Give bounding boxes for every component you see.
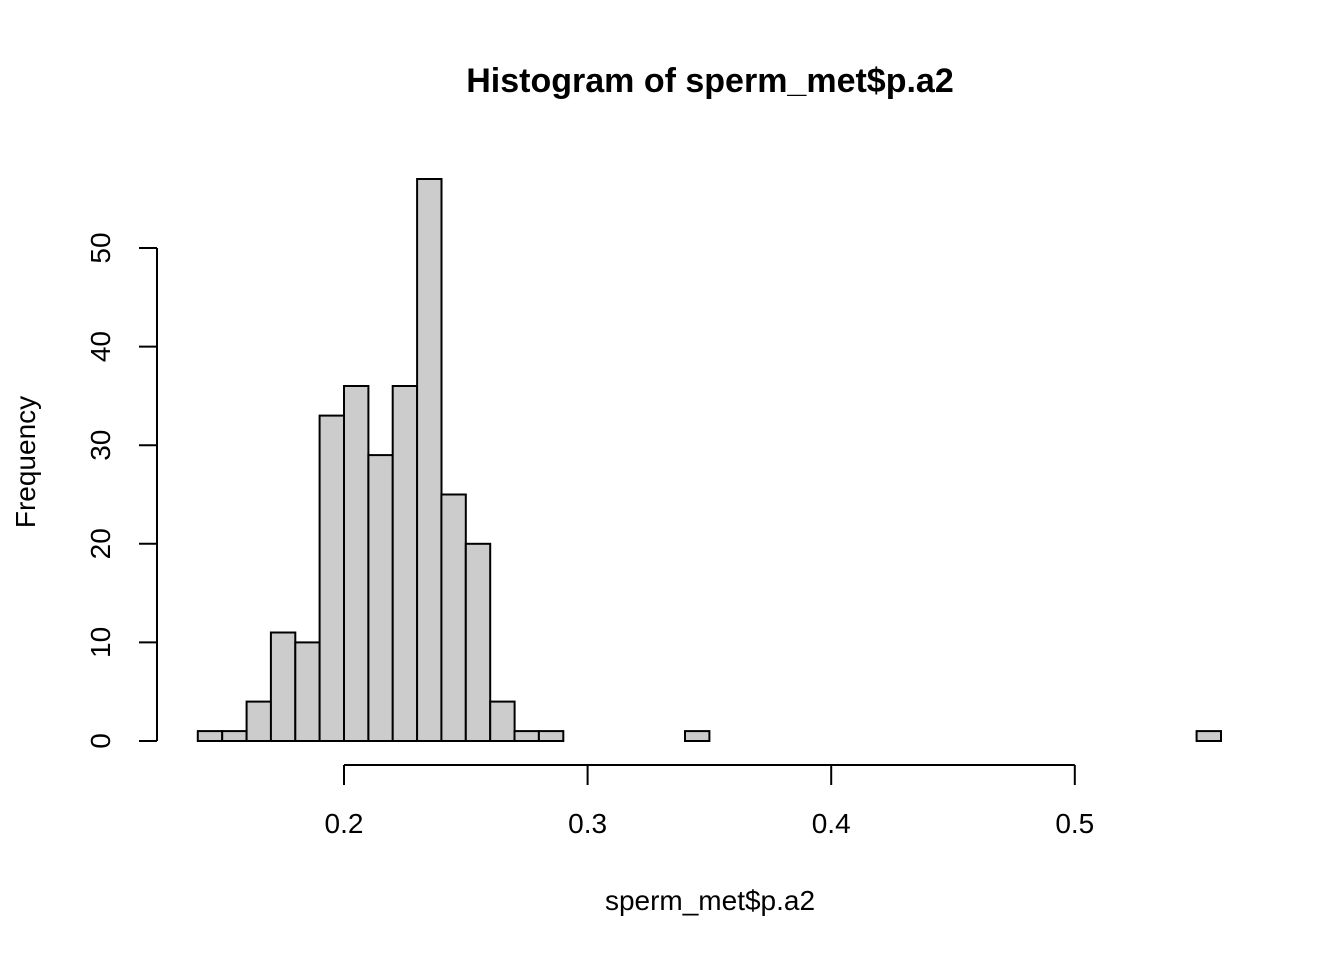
histogram-bar (513, 730, 540, 742)
y-tick-label: 20 (85, 528, 116, 559)
y-tick-label: 40 (85, 331, 116, 362)
y-tick-label: 0 (85, 733, 116, 749)
bars-group (196, 178, 1222, 743)
histogram-bar (245, 700, 273, 742)
histogram-bar (367, 454, 394, 742)
x-tick-label: 0.2 (325, 808, 364, 839)
histogram-bar (294, 641, 321, 743)
histogram-bar (416, 178, 443, 742)
histogram-bar (489, 700, 516, 742)
histogram-bar (343, 385, 370, 742)
y-tick-label: 50 (85, 232, 116, 263)
histogram-bar (537, 730, 565, 742)
x-axis-label: sperm_met$p.a2 (605, 885, 815, 916)
histogram-bar (464, 542, 492, 742)
histogram-bar (391, 385, 419, 742)
x-axis: 0.2 0.3 0.4 0.5 (325, 764, 1094, 839)
y-tick-label: 30 (85, 430, 116, 461)
y-axis-label: Frequency (10, 396, 41, 528)
y-axis: 0 10 20 30 40 50 (85, 232, 158, 749)
x-tick-label: 0.5 (1055, 808, 1094, 839)
x-tick-label: 0.3 (568, 808, 607, 839)
y-tick-label: 10 (85, 627, 116, 658)
chart-title: Histogram of sperm_met$p.a2 (466, 62, 954, 100)
histogram-bar (221, 730, 248, 742)
histogram-bar (684, 730, 711, 742)
histogram-bar (440, 493, 467, 742)
histogram-bar (269, 631, 297, 742)
x-tick-label: 0.4 (812, 808, 851, 839)
histogram-bar (1195, 730, 1222, 742)
histogram-bar (196, 730, 224, 742)
histogram-bar (318, 414, 346, 742)
